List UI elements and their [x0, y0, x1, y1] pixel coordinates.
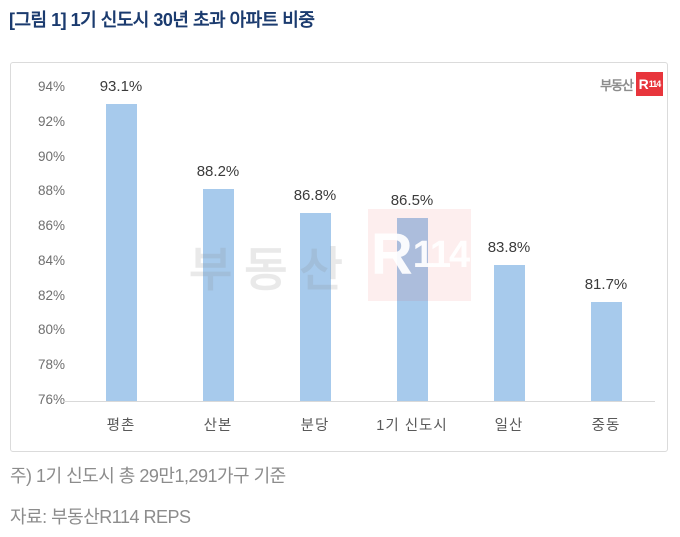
- chart-card: 부동산 R 114 94% 92% 90% 88% 86% 84% 82% 80% 78% 76% 9…: [10, 62, 668, 452]
- bar-value-label: 86.5%: [390, 192, 434, 210]
- y-axis-tick-label: 88%: [37, 183, 65, 199]
- x-axis-category-label: 평촌: [106, 418, 136, 434]
- y-axis-tick-label: 84%: [37, 252, 65, 268]
- y-axis-tick-label: 94%: [37, 79, 65, 94]
- bar-일산: [493, 265, 525, 401]
- x-axis-category-label: 일산: [494, 418, 524, 434]
- bar-value-label: 88.2%: [196, 162, 240, 180]
- bar-분당: [299, 213, 331, 401]
- y-axis-tick-label: 86%: [37, 218, 65, 234]
- y-axis-tick-label: 82%: [37, 287, 65, 303]
- bar-평촌: [105, 103, 137, 401]
- bar-중동: [590, 301, 622, 401]
- page-title: [그림 1] 1기 신도시 30년 초과 아파트 비중: [9, 10, 315, 30]
- bar-value-label: 93.1%: [99, 77, 143, 95]
- source-note: 자료: 부동산R114 REPS: [10, 507, 191, 527]
- y-axis-tick-label: 92%: [37, 113, 65, 129]
- x-axis-category-label: 1기 신도시: [376, 418, 448, 434]
- brand-badge-num: 114: [648, 78, 661, 89]
- bar-1기 신도시: [396, 218, 428, 401]
- brand-logo: 부동산 R 114: [600, 72, 663, 96]
- y-axis-tick-label: 90%: [37, 148, 65, 164]
- y-axis-tick-label: 78%: [37, 357, 65, 373]
- brand-badge-r: R: [638, 76, 649, 92]
- x-axis-category-label: 중동: [591, 418, 621, 434]
- x-axis-category-label: 분당: [300, 418, 330, 434]
- x-axis-category-label: 산본: [203, 418, 233, 434]
- y-axis-tick-label: 80%: [37, 322, 65, 338]
- brand-logo-icon: R 114: [636, 72, 663, 96]
- x-axis-line: [63, 401, 655, 402]
- bar-value-label: 83.8%: [487, 239, 531, 257]
- footnote: 주) 1기 신도시 총 29만1,291가구 기준: [10, 466, 286, 486]
- bar-chart: 부동산 R 114 94% 92% 90% 88% 86% 84% 82% 80% 78% 76% 9…: [11, 63, 667, 451]
- bar-산본: [202, 188, 234, 401]
- brand-logo-text: 부동산: [600, 77, 634, 93]
- bar-value-label: 86.8%: [293, 187, 337, 205]
- bar-value-label: 81.7%: [584, 275, 628, 293]
- y-axis-tick-label: 76%: [37, 392, 65, 407]
